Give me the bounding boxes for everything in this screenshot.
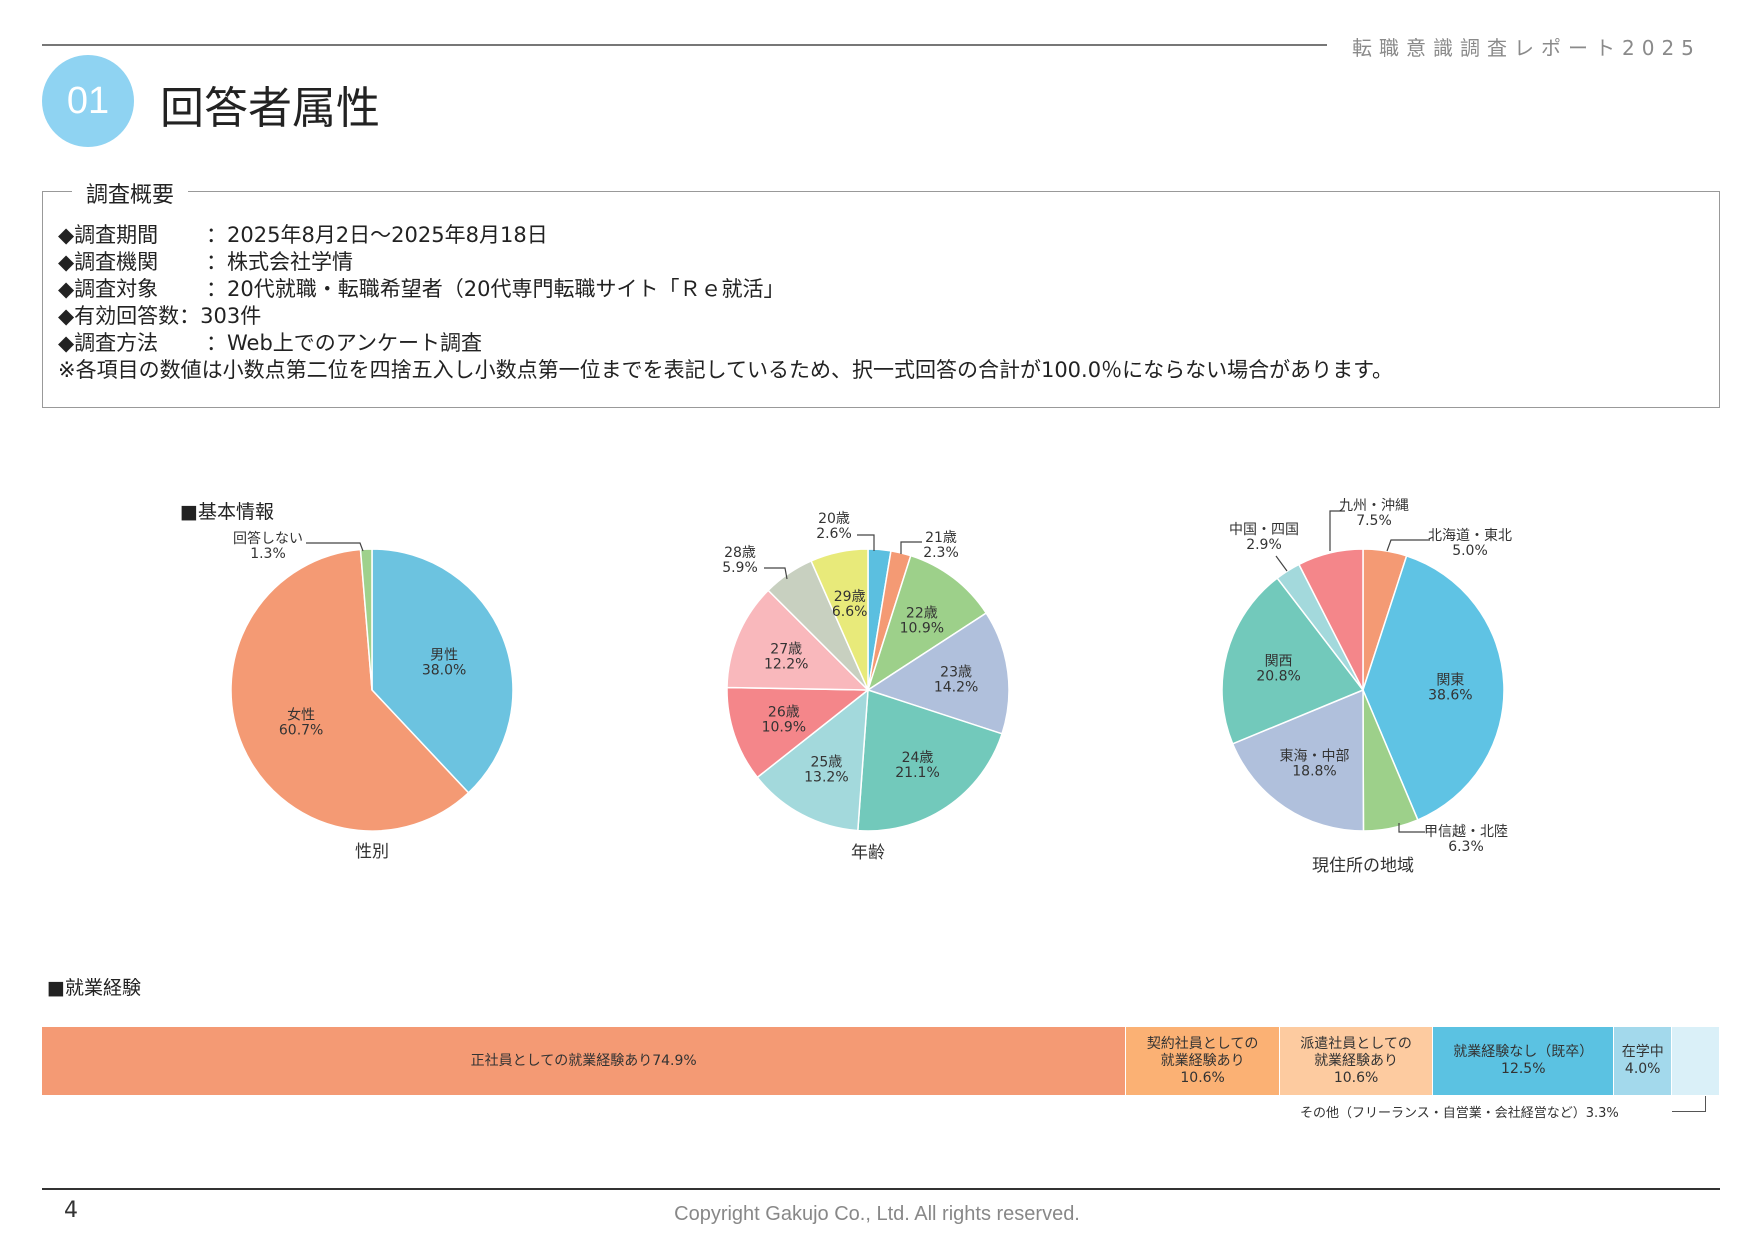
- bar-segment-label: 就業経験なし（既卒）: [1453, 1044, 1594, 1060]
- pie-slice: [726, 686, 871, 779]
- survey-row-label: ◆有効回答数: [58, 304, 180, 328]
- slice-label-external: 甲信越・北陸 6.3%: [1424, 824, 1508, 855]
- pie-slice: [1297, 548, 1364, 691]
- chart-title-age: 年齢: [851, 843, 885, 863]
- slice-label: 女性 60.7%: [279, 706, 323, 738]
- slice-label-external: 九州・沖縄 7.5%: [1339, 498, 1409, 529]
- chart-title-gender: 性別: [355, 842, 389, 862]
- page-number: 4: [64, 1198, 78, 1223]
- survey-row-value: ：303件: [179, 304, 262, 328]
- survey-row: ◆有効回答数：303件: [58, 303, 1393, 330]
- survey-row: ◆調査方法 ：Web上でのアンケート調査: [58, 330, 1393, 357]
- survey-row-label: ◆調査機関: [58, 250, 159, 274]
- survey-summary-title: 調査概要: [72, 177, 189, 209]
- slice-label: 25歳 13.2%: [804, 754, 848, 785]
- work-experience-heading: ■就業経験: [47, 977, 141, 999]
- bar-segment: 契約社員としての 就業経験あり 10.6%: [1126, 1027, 1280, 1095]
- survey-row-value: ：Web上でのアンケート調査: [206, 331, 482, 355]
- leader-line: [1275, 555, 1288, 572]
- survey-summary-box: [42, 191, 1720, 408]
- survey-row-value: ：2025年8月2日～2025年8月18日: [206, 223, 548, 247]
- pie-charts: 男性 38.0% 女性 60.7% 22歳 10.9% 23歳 14.2% 24歳 21.1% 25…: [230, 498, 1512, 876]
- basic-info-heading: ■基本情報: [180, 501, 274, 523]
- pie-slice: [359, 548, 373, 691]
- bar-segment-label: 4.0%: [1624, 1061, 1661, 1077]
- bar-segment: [1672, 1027, 1720, 1095]
- survey-row: ◆調査期間 ：2025年8月2日～2025年8月18日: [58, 222, 1393, 249]
- pie-slice: [1231, 688, 1365, 832]
- slice-label: 23歳 14.2%: [934, 664, 978, 695]
- leader-line: [857, 534, 875, 551]
- bar-segment-label: 10.6%: [1333, 1069, 1379, 1086]
- pie-slice: [810, 548, 869, 691]
- bar-segment: 正社員としての就業経験あり74.9%: [42, 1027, 1127, 1095]
- survey-row-value: ：株式会社学情: [206, 250, 353, 274]
- survey-row-label: ◆調査方法: [58, 331, 159, 355]
- slice-label: 27歳 12.2%: [764, 641, 808, 672]
- slice-label: 24歳 21.1%: [895, 750, 939, 781]
- slice-label-external: 20歳 2.6%: [816, 511, 852, 542]
- slice-label: 東海・中部 18.8%: [1280, 749, 1350, 780]
- chart-title-region: 現住所の地域: [1312, 856, 1414, 876]
- slice-label-external: 回答しない 1.3%: [233, 530, 303, 562]
- slice-label-external: 28歳 5.9%: [722, 545, 758, 576]
- leader-line: [1398, 823, 1425, 833]
- footer-rule: [42, 1188, 1720, 1190]
- section-title: 回答者属性: [160, 83, 380, 134]
- bar-segment-label: 正社員としての就業経験あり74.9%: [470, 1052, 697, 1069]
- survey-summary-lines: ◆調査期間 ：2025年8月2日～2025年8月18日 ◆調査機関 ：株式会社学情 …: [58, 222, 1393, 384]
- survey-row-label: ◆調査対象: [58, 277, 159, 301]
- bar-segment: 就業経験なし（既卒） 12.5%: [1433, 1027, 1615, 1095]
- report-title: 転職意識調査レポート2025: [1352, 36, 1701, 60]
- bar-segment-label: 就業経験あり: [1314, 1052, 1399, 1069]
- slice-label: 関西 20.8%: [1256, 653, 1300, 684]
- slice-label-external: 北海道・東北 5.0%: [1428, 528, 1512, 559]
- bar-segment-label: 就業経験あり: [1160, 1052, 1245, 1069]
- slice-label: 男性 38.0%: [422, 647, 466, 678]
- bar-segment-label: 在学中: [1621, 1044, 1664, 1060]
- bar-segment-label: 10.6%: [1180, 1069, 1225, 1086]
- slice-label: 22歳 10.9%: [900, 605, 944, 636]
- pie-slice: [866, 554, 988, 692]
- slice-label: 26歳 10.9%: [762, 704, 806, 735]
- pie-slice: [866, 612, 1010, 735]
- leader-line: [764, 567, 788, 580]
- bar-segment-label: 12.5%: [1501, 1061, 1546, 1077]
- pie-slice: [1221, 577, 1365, 745]
- survey-row: ◆調査対象 ：20代就職・転職希望者（20代専門転職サイト「Ｒｅ就活」: [58, 276, 1393, 303]
- pie-slice: [1362, 554, 1505, 821]
- slice-label: 関東 38.6%: [1428, 672, 1472, 703]
- leader-line: [1386, 539, 1430, 552]
- slice-label: 29歳 6.6%: [832, 589, 868, 620]
- pie-slice: [230, 548, 470, 832]
- leader-line: [1672, 1096, 1706, 1112]
- survey-note: ※各項目の数値は小数点第二位を四捨五入し小数点第一位までを表記しているため、択一…: [58, 358, 1393, 382]
- leader-line: [306, 542, 364, 552]
- pie-slice: [371, 548, 514, 794]
- work-experience-bar: 正社員としての就業経験あり74.9% 契約社員としての 就業経験あり 10.6% 派遣社…: [42, 1027, 1720, 1095]
- pie-slice: [857, 688, 1003, 832]
- pie-slice: [756, 688, 869, 832]
- slice-label-external: 21歳 2.3%: [923, 530, 959, 561]
- survey-row: ◆調査機関 ：株式会社学情: [58, 249, 1393, 276]
- bar-segment-label: 契約社員としての: [1146, 1035, 1259, 1052]
- bar-segment: 在学中 4.0%: [1614, 1027, 1673, 1095]
- bar-segment-label: 派遣社員としての: [1300, 1035, 1412, 1052]
- leader-line: [900, 541, 922, 554]
- pie-slice: [726, 589, 870, 691]
- survey-row-label: ◆調査期間: [58, 223, 159, 247]
- slice-label-external: 中国・四国 2.9%: [1229, 522, 1299, 553]
- bar-segment: 派遣社員としての 就業経験あり 10.6%: [1279, 1027, 1434, 1095]
- header-rule: [42, 44, 1327, 46]
- section-number-badge: 01: [42, 55, 134, 147]
- copyright: Copyright Gakujo Co., Ltd. All rights re…: [674, 1203, 1080, 1225]
- leader-lines: [306, 510, 1430, 833]
- bar-label-other: その他（フリーランス・自営業・会社経営など）3.3%: [1300, 1106, 1619, 1121]
- leader-line: [1329, 510, 1345, 551]
- survey-row-value: ：20代就職・転職希望者（20代専門転職サイト「Ｒｅ就活」: [206, 277, 785, 301]
